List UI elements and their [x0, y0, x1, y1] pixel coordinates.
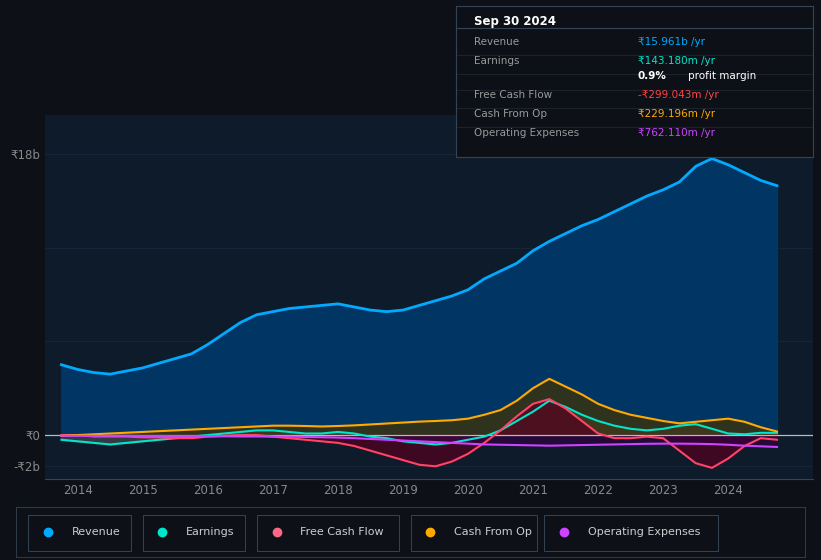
Text: Sep 30 2024: Sep 30 2024	[474, 16, 556, 29]
Text: Cash From Op: Cash From Op	[454, 527, 532, 537]
Text: -₹299.043m /yr: -₹299.043m /yr	[638, 90, 718, 100]
Text: Earnings: Earnings	[186, 527, 234, 537]
Text: Free Cash Flow: Free Cash Flow	[300, 527, 383, 537]
Text: Operating Expenses: Operating Expenses	[588, 527, 700, 537]
Text: ₹15.961b /yr: ₹15.961b /yr	[638, 37, 704, 47]
Text: 0.9%: 0.9%	[638, 71, 667, 81]
Text: ₹229.196m /yr: ₹229.196m /yr	[638, 109, 715, 119]
Text: Free Cash Flow: Free Cash Flow	[474, 90, 552, 100]
Text: Revenue: Revenue	[71, 527, 121, 537]
Text: Earnings: Earnings	[474, 56, 519, 66]
Text: Operating Expenses: Operating Expenses	[474, 128, 579, 138]
Text: ₹143.180m /yr: ₹143.180m /yr	[638, 56, 715, 66]
Text: Cash From Op: Cash From Op	[474, 109, 547, 119]
Text: Revenue: Revenue	[474, 37, 519, 47]
Text: ₹762.110m /yr: ₹762.110m /yr	[638, 128, 715, 138]
Text: profit margin: profit margin	[688, 71, 756, 81]
